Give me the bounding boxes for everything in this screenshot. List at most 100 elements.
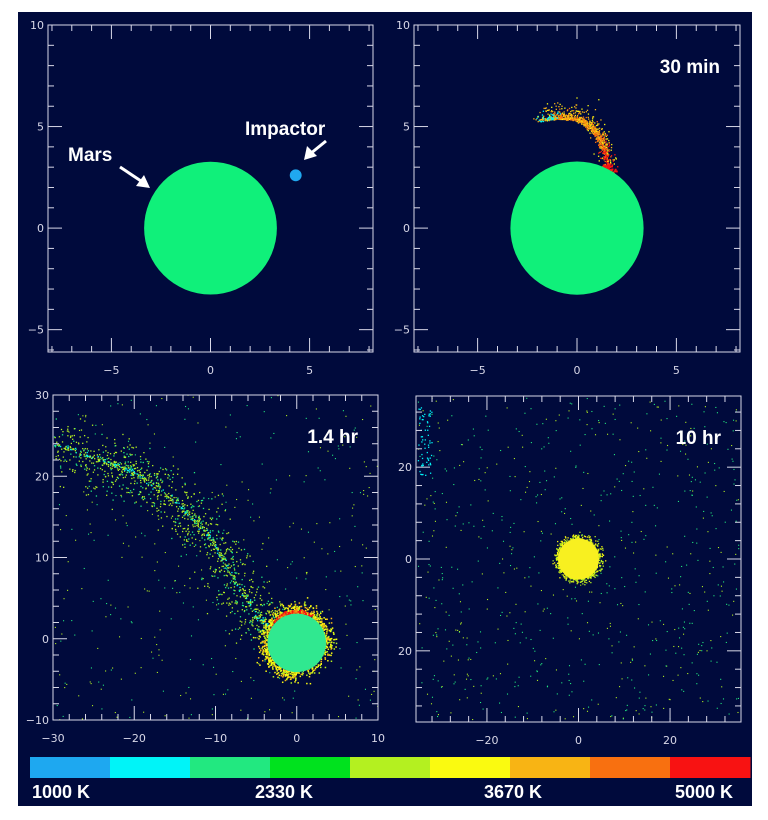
particle: [95, 461, 98, 463]
particle: [575, 535, 577, 538]
particle: [602, 164, 605, 167]
particle: [177, 508, 180, 510]
particle: [521, 434, 523, 436]
particle: [141, 467, 143, 469]
particle: [54, 446, 57, 448]
particle: [316, 614, 318, 616]
particle: [293, 606, 296, 609]
particle: [106, 480, 109, 482]
particle: [591, 120, 594, 122]
particle: [55, 444, 57, 447]
particle: [81, 588, 83, 590]
particle: [264, 617, 266, 619]
particle: [588, 123, 591, 126]
particle: [631, 480, 633, 483]
particle: [188, 513, 191, 516]
particle: [157, 479, 159, 481]
particle: [706, 650, 708, 652]
planet-body: [267, 613, 326, 673]
particle: [236, 498, 238, 501]
particle: [140, 482, 142, 484]
particle: [265, 628, 267, 630]
particle: [606, 152, 608, 154]
particle: [495, 678, 497, 680]
particle: [305, 612, 308, 614]
particle: [239, 620, 241, 622]
particle: [134, 467, 136, 470]
particle: [130, 467, 132, 469]
particle: [424, 447, 426, 449]
particle: [57, 450, 59, 452]
particle: [561, 116, 564, 118]
particle: [134, 672, 136, 674]
particle: [255, 614, 257, 617]
particle: [292, 610, 295, 612]
particle: [208, 535, 210, 537]
particle: [189, 511, 191, 513]
particle: [156, 472, 158, 475]
particle: [542, 120, 545, 123]
particle: [90, 457, 93, 460]
particle: [157, 529, 159, 531]
particle: [313, 541, 315, 543]
particle: [450, 655, 452, 657]
particle: [627, 677, 629, 679]
particle: [231, 552, 234, 554]
particle: [438, 579, 440, 581]
particle: [695, 506, 697, 508]
particle: [66, 683, 68, 685]
particle: [255, 616, 257, 618]
particle: [144, 471, 146, 474]
particle: [555, 467, 557, 469]
particle: [120, 466, 122, 468]
particle: [534, 660, 536, 662]
particle: [253, 596, 255, 599]
particle: [124, 466, 126, 468]
particle: [284, 607, 286, 610]
particle: [576, 118, 579, 121]
particle: [103, 463, 105, 465]
particle: [127, 487, 129, 490]
particle: [225, 565, 228, 567]
particle: [164, 503, 167, 506]
particle: [276, 606, 278, 609]
particle: [685, 444, 687, 446]
particle: [63, 451, 65, 453]
particle: [441, 685, 443, 688]
particle: [688, 438, 690, 440]
particle: [151, 485, 153, 487]
particle: [611, 164, 614, 166]
particle: [589, 538, 591, 540]
particle: [500, 711, 502, 714]
particle: [291, 561, 293, 563]
particle: [250, 677, 252, 679]
particle: [185, 539, 188, 541]
particle: [154, 570, 156, 572]
particle: [178, 515, 180, 517]
particle: [236, 572, 238, 574]
particle: [276, 614, 278, 616]
particle: [614, 418, 616, 421]
particle: [91, 630, 93, 632]
particle: [210, 523, 213, 525]
impactor-label: Impactor: [245, 119, 326, 140]
particle: [467, 675, 469, 677]
particle: [481, 449, 483, 451]
particle: [211, 517, 214, 519]
particle: [677, 475, 679, 477]
particle: [583, 708, 585, 710]
particle: [558, 114, 560, 117]
particle: [663, 707, 665, 709]
particle: [569, 113, 571, 115]
particle: [608, 149, 610, 151]
particle: [645, 697, 647, 699]
particle: [290, 563, 292, 565]
particle: [644, 709, 646, 711]
particle: [102, 684, 104, 686]
particle: [677, 646, 680, 648]
particle: [237, 541, 240, 543]
particle: [111, 465, 113, 467]
particle: [701, 650, 703, 652]
particle: [542, 423, 544, 425]
particle: [608, 163, 610, 165]
